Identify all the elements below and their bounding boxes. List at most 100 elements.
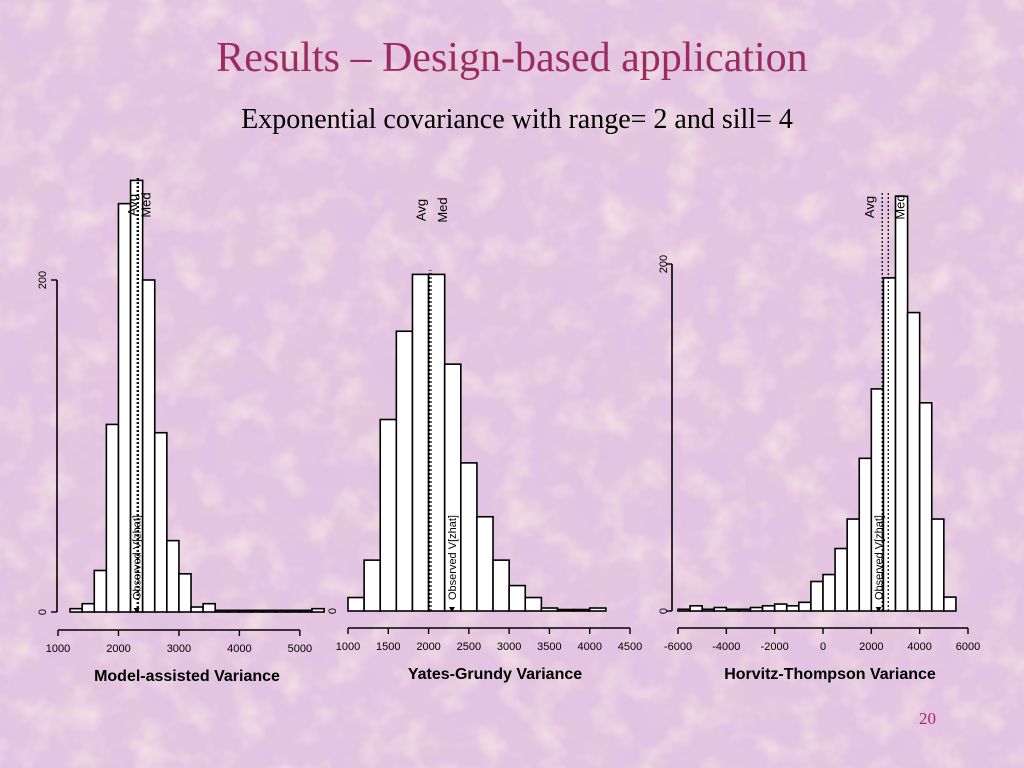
med-label: Med xyxy=(138,192,153,217)
x-tick-label: 4000 xyxy=(907,641,931,653)
histogram-bar xyxy=(286,609,301,613)
histogram-bar xyxy=(556,608,575,612)
x-tick-label: 3000 xyxy=(497,641,521,653)
histogram-bar xyxy=(238,609,253,613)
histogram-bar xyxy=(785,604,800,612)
histogram-bar xyxy=(834,547,848,612)
histogram-bar xyxy=(250,609,265,613)
histogram-bar xyxy=(761,604,776,612)
x-axis-title: Horvitz-Thompson Variance xyxy=(724,666,936,683)
avg-label: Avg xyxy=(125,194,140,216)
observed-label: Observed V[zhat] xyxy=(447,515,459,600)
histogram-bar xyxy=(572,608,591,612)
y-tick-label: 0 xyxy=(37,609,49,615)
histogram-bar xyxy=(190,606,204,613)
histogram-bar xyxy=(166,539,180,613)
x-tick-label: 4500 xyxy=(618,641,642,653)
histogram-bar xyxy=(492,559,510,612)
y-tick-label: 200 xyxy=(37,271,49,289)
x-tick-label: 4000 xyxy=(577,641,601,653)
histogram-bar xyxy=(906,311,921,612)
histogram-bar xyxy=(798,601,812,612)
x-tick-label: 2000 xyxy=(106,643,130,655)
x-tick-label: 1000 xyxy=(336,641,360,653)
histogram-bar xyxy=(822,573,836,612)
x-tick-label: 2000 xyxy=(416,641,440,653)
histogram-bar xyxy=(701,608,716,612)
histogram-bar xyxy=(459,462,478,612)
x-tick-label: 2000 xyxy=(859,641,883,653)
histogram-bar xyxy=(894,195,909,612)
x-axis-title: Model-assisted Variance xyxy=(94,668,280,685)
observed-marker xyxy=(875,607,882,612)
histogram-bar xyxy=(858,457,873,612)
observed-marker xyxy=(133,608,140,613)
histogram-bar xyxy=(737,608,752,612)
histogram-bar xyxy=(846,518,861,612)
histogram-bar xyxy=(524,596,543,612)
histogram-bar xyxy=(178,573,192,613)
histogram-bar xyxy=(93,569,108,613)
histogram-bar xyxy=(202,602,217,613)
x-tick-label: 1500 xyxy=(376,641,400,653)
histogram-bar xyxy=(141,279,156,613)
x-tick-label: 4000 xyxy=(227,643,251,655)
histogram-bar xyxy=(918,401,933,612)
page-number: 20 xyxy=(919,709,936,728)
histogram-bar xyxy=(299,609,313,613)
med-label: Med xyxy=(892,194,907,219)
histogram-bar xyxy=(943,596,957,612)
histogram-bar xyxy=(363,559,382,612)
histogram-bar xyxy=(214,609,229,613)
observed-label: Observed V[zhat] xyxy=(874,515,886,600)
y-tick-label: 200 xyxy=(658,255,670,273)
x-tick-label: 3500 xyxy=(537,641,561,653)
histogram-bar xyxy=(749,606,764,612)
observed-label: Observed V[zhat] xyxy=(132,515,144,600)
x-tick-label: -4000 xyxy=(712,641,740,653)
histogram-bar xyxy=(677,608,691,612)
x-tick-label: -6000 xyxy=(664,641,692,653)
histogram-bar xyxy=(725,608,740,612)
histogram-bar xyxy=(713,606,728,612)
med-label: Med xyxy=(435,197,450,222)
histogram-bar xyxy=(81,602,96,613)
x-axis-title: Yates-Grundy Variance xyxy=(408,666,582,683)
histogram-bar xyxy=(810,580,824,612)
x-tick-label: 0 xyxy=(820,641,826,653)
x-tick-label: 5000 xyxy=(288,643,312,655)
x-tick-label: 3000 xyxy=(167,643,191,655)
histogram-bar xyxy=(395,330,414,612)
histogram-bar xyxy=(347,596,365,612)
histogram-bar xyxy=(379,418,398,612)
histogram-bar xyxy=(262,609,277,613)
y-tick-label: 0 xyxy=(327,608,339,614)
avg-label: Avg xyxy=(413,199,428,221)
histogram-bar xyxy=(689,604,703,612)
histogram-bar xyxy=(476,515,494,612)
slide-subtitle: Exponential covariance with range= 2 and… xyxy=(241,104,793,135)
histogram-bar xyxy=(508,584,527,612)
histogram-bar xyxy=(411,273,430,612)
histogram-bar xyxy=(773,603,788,612)
histogram-bar xyxy=(930,518,945,612)
histogram-bar xyxy=(274,609,289,613)
x-tick-label: 1000 xyxy=(46,643,70,655)
slide-title: Results – Design-based application xyxy=(216,35,808,81)
histogram-bar xyxy=(540,607,559,612)
histogram-bar xyxy=(153,431,168,613)
avg-label: Avg xyxy=(862,196,877,218)
x-tick-label: -2000 xyxy=(761,641,789,653)
x-tick-label: 2500 xyxy=(457,641,481,653)
histogram-bar xyxy=(311,607,325,613)
histogram-bar xyxy=(588,607,607,612)
histogram-bar xyxy=(69,607,83,613)
histogram-bar xyxy=(105,423,120,613)
histogram-bar xyxy=(117,202,132,613)
y-tick-label: 0 xyxy=(658,608,670,614)
x-tick-label: 6000 xyxy=(956,641,980,653)
observed-marker xyxy=(448,607,455,612)
histogram-bar xyxy=(226,609,241,613)
